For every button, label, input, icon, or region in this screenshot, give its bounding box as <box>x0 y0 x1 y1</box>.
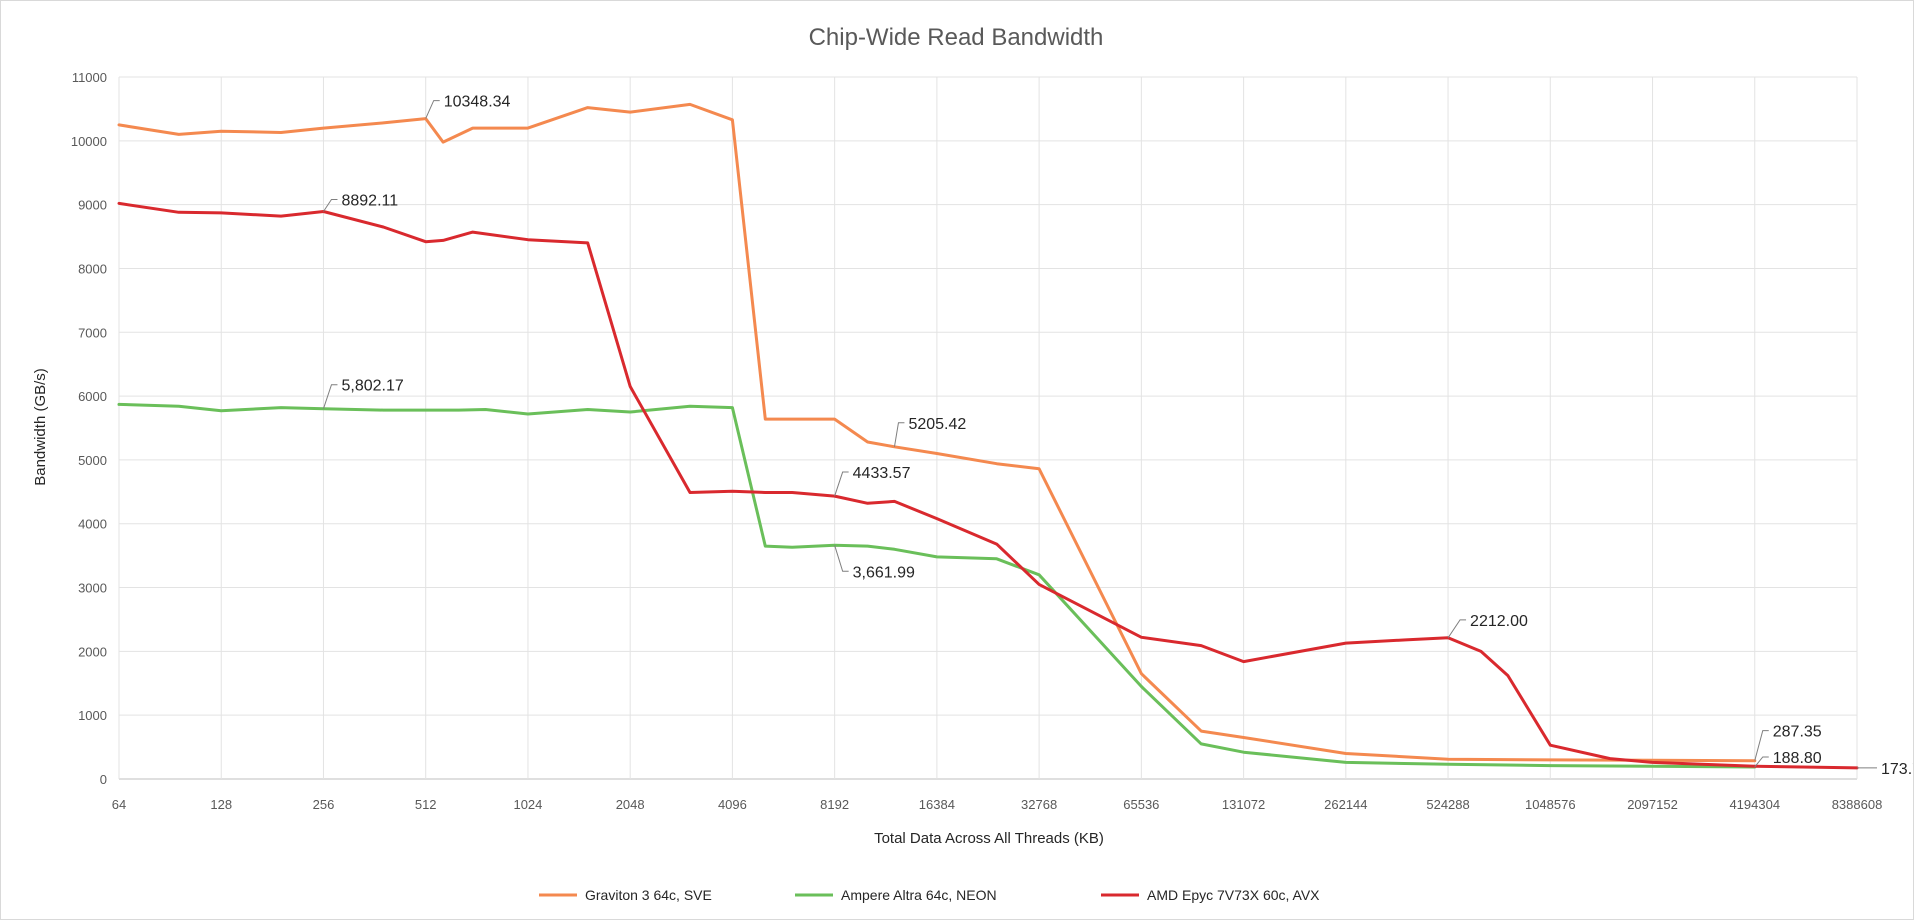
y-tick-label: 1000 <box>78 708 107 723</box>
y-tick-label: 11000 <box>72 70 107 85</box>
legend-label: AMD Epyc 7V73X 60c, AVX <box>1147 887 1320 903</box>
data-label-leader <box>322 384 338 409</box>
data-label: 10348.34 <box>444 94 511 111</box>
y-tick-label: 0 <box>100 772 107 787</box>
y-tick-label: 5000 <box>78 453 107 468</box>
data-label: 4433.57 <box>853 465 911 482</box>
data-label: 2212.00 <box>1470 613 1528 630</box>
legend-label: Ampere Altra 64c, NEON <box>841 887 997 903</box>
x-tick-label: 256 <box>313 797 335 812</box>
data-label: 5,802.17 <box>341 378 403 395</box>
data-label: 8892.11 <box>341 193 398 210</box>
x-tick-label: 1048576 <box>1525 797 1576 812</box>
data-label-leader <box>425 100 440 119</box>
y-tick-label: 6000 <box>78 389 107 404</box>
data-label: 287.35 <box>1773 724 1822 741</box>
gridlines <box>118 76 1858 780</box>
data-label-leader <box>1447 619 1467 639</box>
series-lines <box>117 102 1859 770</box>
data-label-leader <box>893 422 905 447</box>
data-label-leader <box>834 471 849 497</box>
x-tick-label: 512 <box>415 797 437 812</box>
data-label-leader <box>323 199 338 212</box>
data-label: 3,661.99 <box>853 564 915 581</box>
data-labels: 10348.34 8892.11 5,802.17 5205.42 4433.57 3,6… <box>322 94 1913 778</box>
series-line <box>117 201 1859 770</box>
x-tick-label: 8192 <box>820 797 849 812</box>
legend-label: Graviton 3 64c, SVE <box>585 887 712 903</box>
x-tick-label: 524288 <box>1426 797 1469 812</box>
x-tick-label: 2048 <box>616 797 645 812</box>
y-axis-title: Bandwidth (GB/s) <box>32 368 49 486</box>
x-axis-title: Total Data Across All Threads (KB) <box>874 830 1104 847</box>
legend: Graviton 3 64c, SVE Ampere Altra 64c, NEO… <box>539 887 1320 903</box>
y-tick-label: 7000 <box>78 325 107 340</box>
data-label-leader <box>1754 756 1769 768</box>
data-label: 173.78 <box>1881 761 1913 778</box>
data-label: 188.80 <box>1773 750 1822 767</box>
x-tick-label: 64 <box>112 797 126 812</box>
y-tick-label: 3000 <box>78 581 107 596</box>
y-tick-label: 4000 <box>78 517 107 532</box>
y-tick-label: 8000 <box>78 261 107 276</box>
x-tick-label: 2097152 <box>1627 797 1678 812</box>
x-tick-label: 4096 <box>718 797 747 812</box>
x-tick-label: 4194304 <box>1729 797 1780 812</box>
x-tick-label: 16384 <box>919 797 955 812</box>
y-tick-label: 10000 <box>71 134 107 149</box>
data-label-leader <box>1754 730 1769 761</box>
series-line <box>117 102 1757 763</box>
series-line <box>117 402 1757 769</box>
x-tick-label: 32768 <box>1021 797 1057 812</box>
x-tick-label: 262144 <box>1324 797 1367 812</box>
y-tick-label: 2000 <box>78 644 107 659</box>
chart-title: Chip-Wide Read Bandwidth <box>809 24 1104 51</box>
x-tick-label: 1024 <box>513 797 542 812</box>
x-tick-label: 8388608 <box>1832 797 1883 812</box>
x-tick-label: 131072 <box>1222 797 1265 812</box>
x-tick-label: 65536 <box>1123 797 1159 812</box>
axes: 0 1000 2000 3000 4000 5000 6000 7000 8000 9000 100… <box>71 70 1882 812</box>
data-label: 5205.42 <box>908 416 966 433</box>
x-tick-label: 128 <box>210 797 232 812</box>
y-tick-label: 9000 <box>78 198 107 213</box>
data-label-leader <box>834 545 849 572</box>
